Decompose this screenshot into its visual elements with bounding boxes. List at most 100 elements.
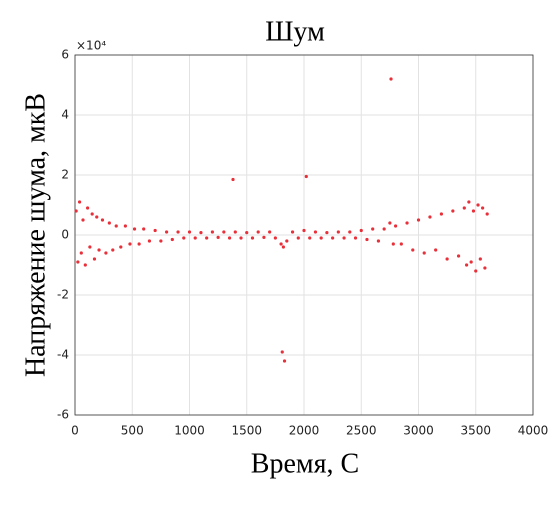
point <box>279 242 283 246</box>
point <box>399 242 403 246</box>
point <box>81 218 85 222</box>
point <box>79 251 83 255</box>
y-tick-label: 0 <box>61 228 69 242</box>
y-tick-label: -6 <box>57 408 69 422</box>
point <box>104 251 108 255</box>
point <box>474 269 478 273</box>
point <box>464 263 469 267</box>
point <box>471 209 476 213</box>
point <box>77 200 82 204</box>
y-tick-label: -4 <box>57 348 69 362</box>
point <box>95 215 99 219</box>
x-tick-label: 500 <box>121 424 144 438</box>
point <box>170 237 174 242</box>
point <box>391 242 395 246</box>
point <box>422 251 426 255</box>
point <box>137 242 141 246</box>
x-tick-label: 1500 <box>231 424 262 438</box>
point <box>348 230 352 234</box>
point <box>467 200 471 204</box>
point <box>394 224 398 228</box>
point <box>296 236 300 240</box>
point <box>119 245 123 249</box>
y-tick-label: 6 <box>61 48 69 62</box>
point <box>123 224 127 228</box>
chart-title: Шум <box>265 16 325 47</box>
point <box>83 263 87 267</box>
point <box>262 235 266 239</box>
point <box>308 236 312 240</box>
point <box>434 248 438 252</box>
point <box>193 236 197 240</box>
point <box>273 236 277 240</box>
point <box>313 230 318 234</box>
point <box>85 206 90 210</box>
point <box>336 230 340 234</box>
point <box>456 254 461 258</box>
point <box>74 209 78 213</box>
y-tick-label: 4 <box>61 108 69 122</box>
point <box>210 230 214 234</box>
point <box>485 212 489 216</box>
point <box>216 235 220 239</box>
point <box>187 230 192 234</box>
x-tick-label: 2500 <box>346 424 377 438</box>
point <box>302 228 306 233</box>
point <box>159 239 163 243</box>
point <box>100 218 105 222</box>
point <box>428 215 432 219</box>
point <box>282 359 287 363</box>
point <box>388 221 392 225</box>
point <box>416 218 421 222</box>
point <box>483 266 487 270</box>
point <box>97 248 101 252</box>
y-tick-label: 2 <box>61 168 69 182</box>
point <box>165 230 169 234</box>
x-tick-label: 3500 <box>460 424 491 438</box>
point <box>376 239 381 243</box>
point <box>481 206 485 210</box>
point <box>304 174 308 179</box>
point <box>250 236 255 240</box>
point <box>462 206 466 210</box>
point <box>111 248 115 252</box>
point <box>114 224 118 228</box>
point <box>128 242 132 246</box>
point <box>231 177 235 182</box>
x-tick-label: 0 <box>71 424 79 438</box>
point <box>439 212 443 216</box>
point <box>222 230 226 234</box>
point <box>280 350 284 354</box>
point <box>478 257 482 261</box>
point <box>90 212 94 216</box>
point <box>353 236 358 240</box>
point <box>325 231 329 235</box>
point <box>142 227 146 231</box>
point <box>476 203 480 207</box>
point <box>389 77 393 81</box>
x-tick-label: 4000 <box>518 424 549 438</box>
point <box>227 236 232 240</box>
point <box>411 248 415 252</box>
point <box>132 227 137 231</box>
plot-frame <box>74 54 534 416</box>
point <box>182 236 186 240</box>
point <box>371 227 375 231</box>
point <box>205 236 209 240</box>
x-tick-label: 1000 <box>174 424 205 438</box>
point <box>331 236 335 240</box>
point <box>342 236 346 240</box>
point <box>445 257 449 261</box>
point <box>239 236 243 240</box>
point <box>405 221 409 225</box>
point <box>88 245 92 249</box>
point <box>268 230 272 234</box>
point <box>451 209 455 213</box>
point <box>285 239 289 243</box>
point <box>176 230 180 234</box>
x-tick-label: 2000 <box>289 424 320 438</box>
point <box>92 257 97 261</box>
point <box>107 221 111 225</box>
point <box>290 230 295 234</box>
